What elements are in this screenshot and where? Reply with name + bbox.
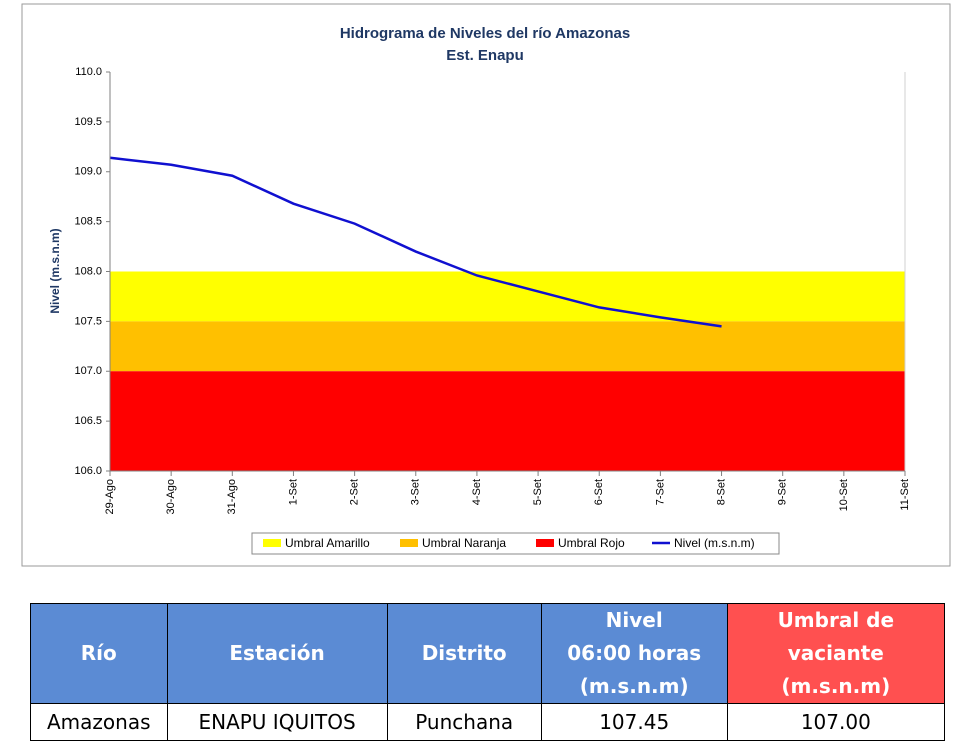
header-cell: Estación — [166, 603, 388, 704]
header-cell: Nivel 06:00 horas (m.s.n.m) — [540, 603, 728, 704]
x-tick-label: 3-Set — [410, 479, 422, 505]
x-tick-label: 6-Set — [593, 479, 605, 505]
legend-label: Umbral Amarillo — [285, 536, 370, 550]
legend-label: Nivel (m.s.n.m) — [674, 536, 755, 550]
y-axis-label: Nivel (m.s.n.m) — [48, 228, 62, 313]
x-tick-label: 10-Set — [838, 479, 850, 511]
x-tick-label: 5-Set — [532, 479, 544, 505]
y-tick-label: 109.0 — [74, 166, 102, 178]
chart-title: Hidrograma de Niveles del río Amazonas — [340, 25, 630, 42]
y-tick-label: 110.0 — [75, 66, 102, 78]
x-tick-label: 9-Set — [777, 479, 789, 505]
x-tick-label: 30-Ago — [165, 479, 177, 514]
header-line: Distrito — [421, 641, 507, 665]
y-tick-label: 109.5 — [74, 116, 102, 128]
y-tick-label: 107.0 — [74, 365, 102, 377]
x-tick-label: 4-Set — [471, 479, 483, 505]
table-row: Amazonas ENAPU IQUITOS Punchana 107.45 107.0… — [30, 703, 946, 741]
header-line: Río — [80, 641, 117, 665]
legend-box — [251, 532, 780, 555]
header-line: Umbral de — [777, 608, 895, 632]
header-line: 06:00 horas — [567, 641, 702, 665]
x-tick-label: 7-Set — [654, 479, 666, 505]
x-tick-label: 1-Set — [287, 479, 299, 505]
threshold-band — [110, 371, 905, 471]
table-cell: 107.00 — [726, 703, 946, 741]
threshold-band — [110, 271, 905, 322]
header-line: (m.s.n.m) — [579, 674, 689, 698]
x-tick-label: 29-Ago — [104, 479, 116, 514]
table-cell: Punchana — [386, 703, 542, 741]
legend-label: Umbral Rojo — [558, 536, 625, 550]
chart-subtitle: Est. Enapu — [446, 47, 524, 64]
legend-swatch — [400, 539, 418, 547]
legend-label: Umbral Naranja — [422, 536, 506, 550]
x-tick-label: 31-Ago — [226, 479, 238, 514]
table-cell: Amazonas — [30, 703, 168, 741]
header-cell: Umbral de vaciante (m.s.n.m) — [726, 603, 946, 704]
header-cell: Distrito — [386, 603, 542, 704]
header-line: Nivel — [605, 608, 663, 632]
legend-swatch — [536, 539, 554, 547]
y-tick-label: 108.5 — [74, 216, 102, 228]
series-line — [109, 156, 722, 328]
table-cell: 107.45 — [540, 703, 728, 741]
x-tick-label: 8-Set — [715, 479, 727, 505]
x-tick-label: 11-Set — [899, 479, 911, 511]
y-tick-label: 107.5 — [74, 315, 102, 327]
chart: Hidrograma de Niveles del río Amazonas E… — [21, 3, 951, 567]
header-line: Estación — [229, 641, 325, 665]
threshold-band — [110, 321, 905, 372]
header-line: (m.s.n.m) — [781, 674, 891, 698]
legend-swatch — [263, 539, 281, 547]
y-tick-label: 106.5 — [74, 415, 102, 427]
table-cell: ENAPU IQUITOS — [166, 703, 388, 741]
header-line: vaciante — [787, 641, 884, 665]
header-cell: Río — [30, 603, 168, 704]
info-table: Río Estación Distrito Nivel 06:00 horas (m.s.… — [30, 603, 946, 741]
y-tick-label: 106.0 — [74, 465, 102, 477]
x-tick-label: 2-Set — [349, 479, 361, 505]
y-tick-label: 108.0 — [74, 265, 102, 277]
